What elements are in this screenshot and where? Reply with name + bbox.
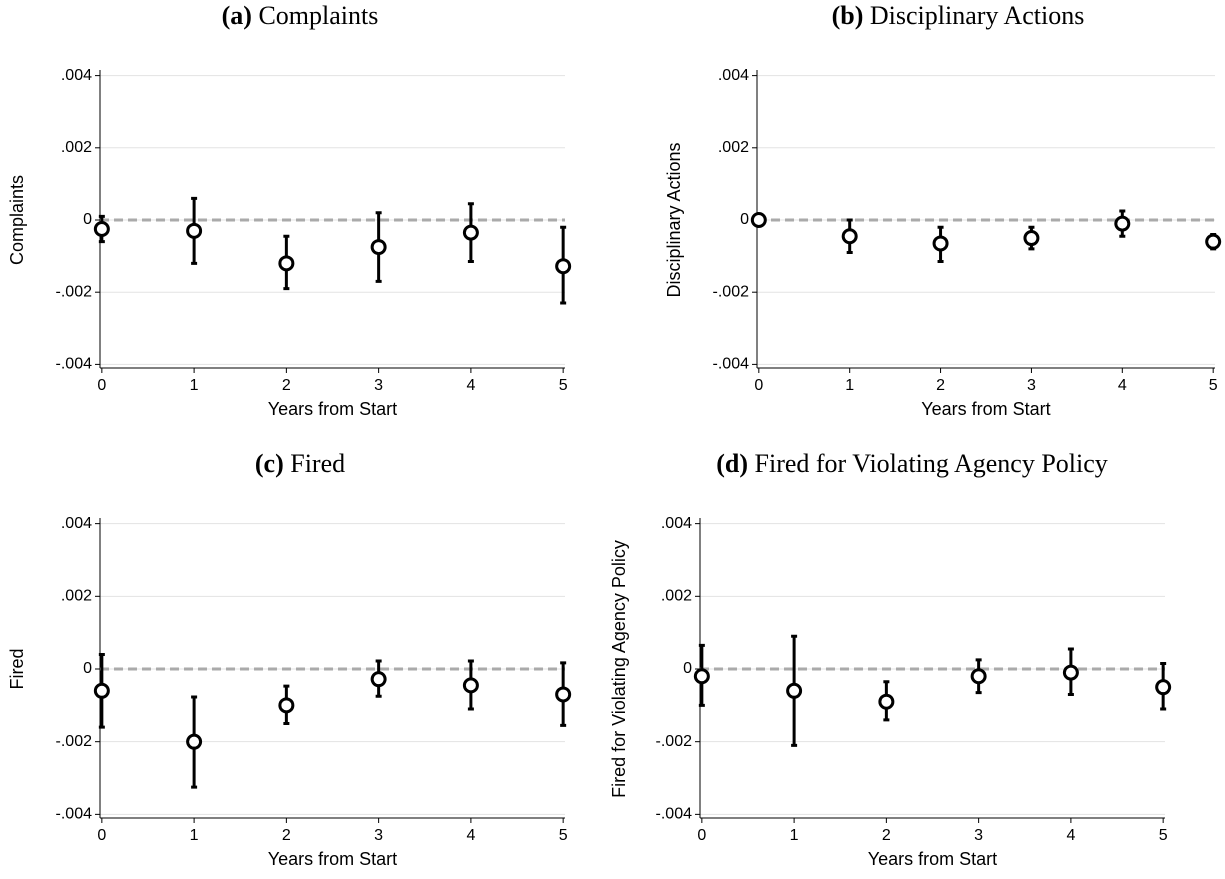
point xyxy=(1114,215,1131,232)
y-tick-label: .004 xyxy=(61,67,92,84)
x-tick-label: 5 xyxy=(1209,377,1218,394)
panel-label: (d) xyxy=(716,449,748,478)
panel-title: (b) Disciplinary Actions xyxy=(832,1,1085,30)
y-tick-label: -.004 xyxy=(656,806,693,823)
y-tick-label: .004 xyxy=(661,515,692,532)
x-tick-label: 4 xyxy=(466,377,475,394)
point xyxy=(1023,230,1040,247)
point xyxy=(370,671,387,688)
point xyxy=(932,235,949,252)
y-tick-label: .004 xyxy=(61,515,92,532)
x-tick-label: 2 xyxy=(936,377,945,394)
x-tick-label: 3 xyxy=(974,827,983,844)
x-tick-label: 3 xyxy=(1027,377,1036,394)
y-tick-label: .002 xyxy=(661,588,692,605)
y-axis-label: Fired xyxy=(7,648,27,689)
panel-label: (a) xyxy=(222,1,252,30)
point xyxy=(93,682,110,699)
y-axis-label: Fired for Violating Agency Policy xyxy=(609,540,629,798)
y-axis-label: Complaints xyxy=(7,175,27,265)
x-axis-label: Years from Start xyxy=(868,849,997,869)
panel-name: Complaints xyxy=(258,1,378,30)
point xyxy=(693,668,710,685)
x-tick-label: 1 xyxy=(190,827,199,844)
point xyxy=(186,222,203,239)
panel: (d) Fired for Violating Agency Policy -.0… xyxy=(609,449,1172,869)
y-tick-label: -.004 xyxy=(56,806,93,823)
x-axis-label: Years from Start xyxy=(268,849,397,869)
y-tick-label: 0 xyxy=(740,211,749,228)
x-tick-label: 4 xyxy=(466,827,475,844)
x-tick-label: 4 xyxy=(1066,827,1075,844)
panel: (c) Fired -.004 -.002 0 .002 .004 0 1 2 3 4 5 Years … xyxy=(7,449,572,869)
panel: (a) Complaints -.004 -.002 0 .002 .004 0 1 2 3 4 5 Y… xyxy=(7,1,572,419)
point xyxy=(841,228,858,245)
y-tick-label: -.004 xyxy=(56,356,93,373)
x-tick-label: 3 xyxy=(374,827,383,844)
x-tick-label: 5 xyxy=(559,377,568,394)
x-tick-label: 0 xyxy=(754,377,763,394)
y-tick-label: -.002 xyxy=(656,733,693,750)
x-tick-label: 5 xyxy=(1159,827,1168,844)
panel-title: (a) Complaints xyxy=(222,1,379,30)
x-tick-label: 2 xyxy=(282,377,291,394)
x-axis-label: Years from Start xyxy=(268,399,397,419)
point xyxy=(1205,233,1222,250)
y-tick-label: .002 xyxy=(718,139,749,156)
x-tick-label: 5 xyxy=(559,827,568,844)
x-axis-label: Years from Start xyxy=(921,399,1050,419)
x-tick-label: 2 xyxy=(882,827,891,844)
point xyxy=(278,255,295,272)
point xyxy=(93,221,110,238)
point xyxy=(878,693,895,710)
y-tick-label: 0 xyxy=(83,211,92,228)
x-tick-label: 1 xyxy=(190,377,199,394)
y-axis-label: Disciplinary Actions xyxy=(664,142,684,297)
point xyxy=(1155,679,1172,696)
panel-name: Fired xyxy=(290,449,345,478)
x-tick-label: 3 xyxy=(374,377,383,394)
y-tick-label: .002 xyxy=(61,139,92,156)
x-tick-label: 4 xyxy=(1118,377,1127,394)
point xyxy=(555,686,572,703)
panel: (b) Disciplinary Actions -.004 -.002 0 .002.… xyxy=(664,1,1222,419)
panel-title: (d) Fired for Violating Agency Policy xyxy=(716,449,1108,478)
point xyxy=(750,212,767,228)
point xyxy=(278,697,295,714)
x-tick-label: 0 xyxy=(97,827,106,844)
y-tick-label: -.002 xyxy=(713,283,750,300)
y-tick-label: 0 xyxy=(683,660,692,677)
point xyxy=(1062,664,1079,681)
y-tick-label: 0 xyxy=(83,660,92,677)
x-tick-label: 0 xyxy=(697,827,706,844)
y-tick-label: .002 xyxy=(61,588,92,605)
x-tick-label: 0 xyxy=(97,377,106,394)
panel-name: Fired for Violating Agency Policy xyxy=(755,449,1108,478)
point xyxy=(370,239,387,256)
x-tick-label: 1 xyxy=(790,827,799,844)
point xyxy=(970,668,987,685)
panel-label: (b) xyxy=(832,1,864,30)
y-tick-label: -.004 xyxy=(713,356,750,373)
point xyxy=(786,682,803,699)
point xyxy=(555,258,572,275)
panel-name: Disciplinary Actions xyxy=(870,1,1084,30)
y-tick-label: -.002 xyxy=(56,283,93,300)
y-tick-label: -.002 xyxy=(56,733,93,750)
point xyxy=(462,677,479,694)
panel-label: (c) xyxy=(255,449,284,478)
y-tick-label: .004 xyxy=(718,67,749,84)
point xyxy=(462,224,479,241)
panel-title: (c) Fired xyxy=(255,449,345,478)
x-tick-label: 1 xyxy=(845,377,854,394)
point xyxy=(186,733,203,750)
x-tick-label: 2 xyxy=(282,827,291,844)
